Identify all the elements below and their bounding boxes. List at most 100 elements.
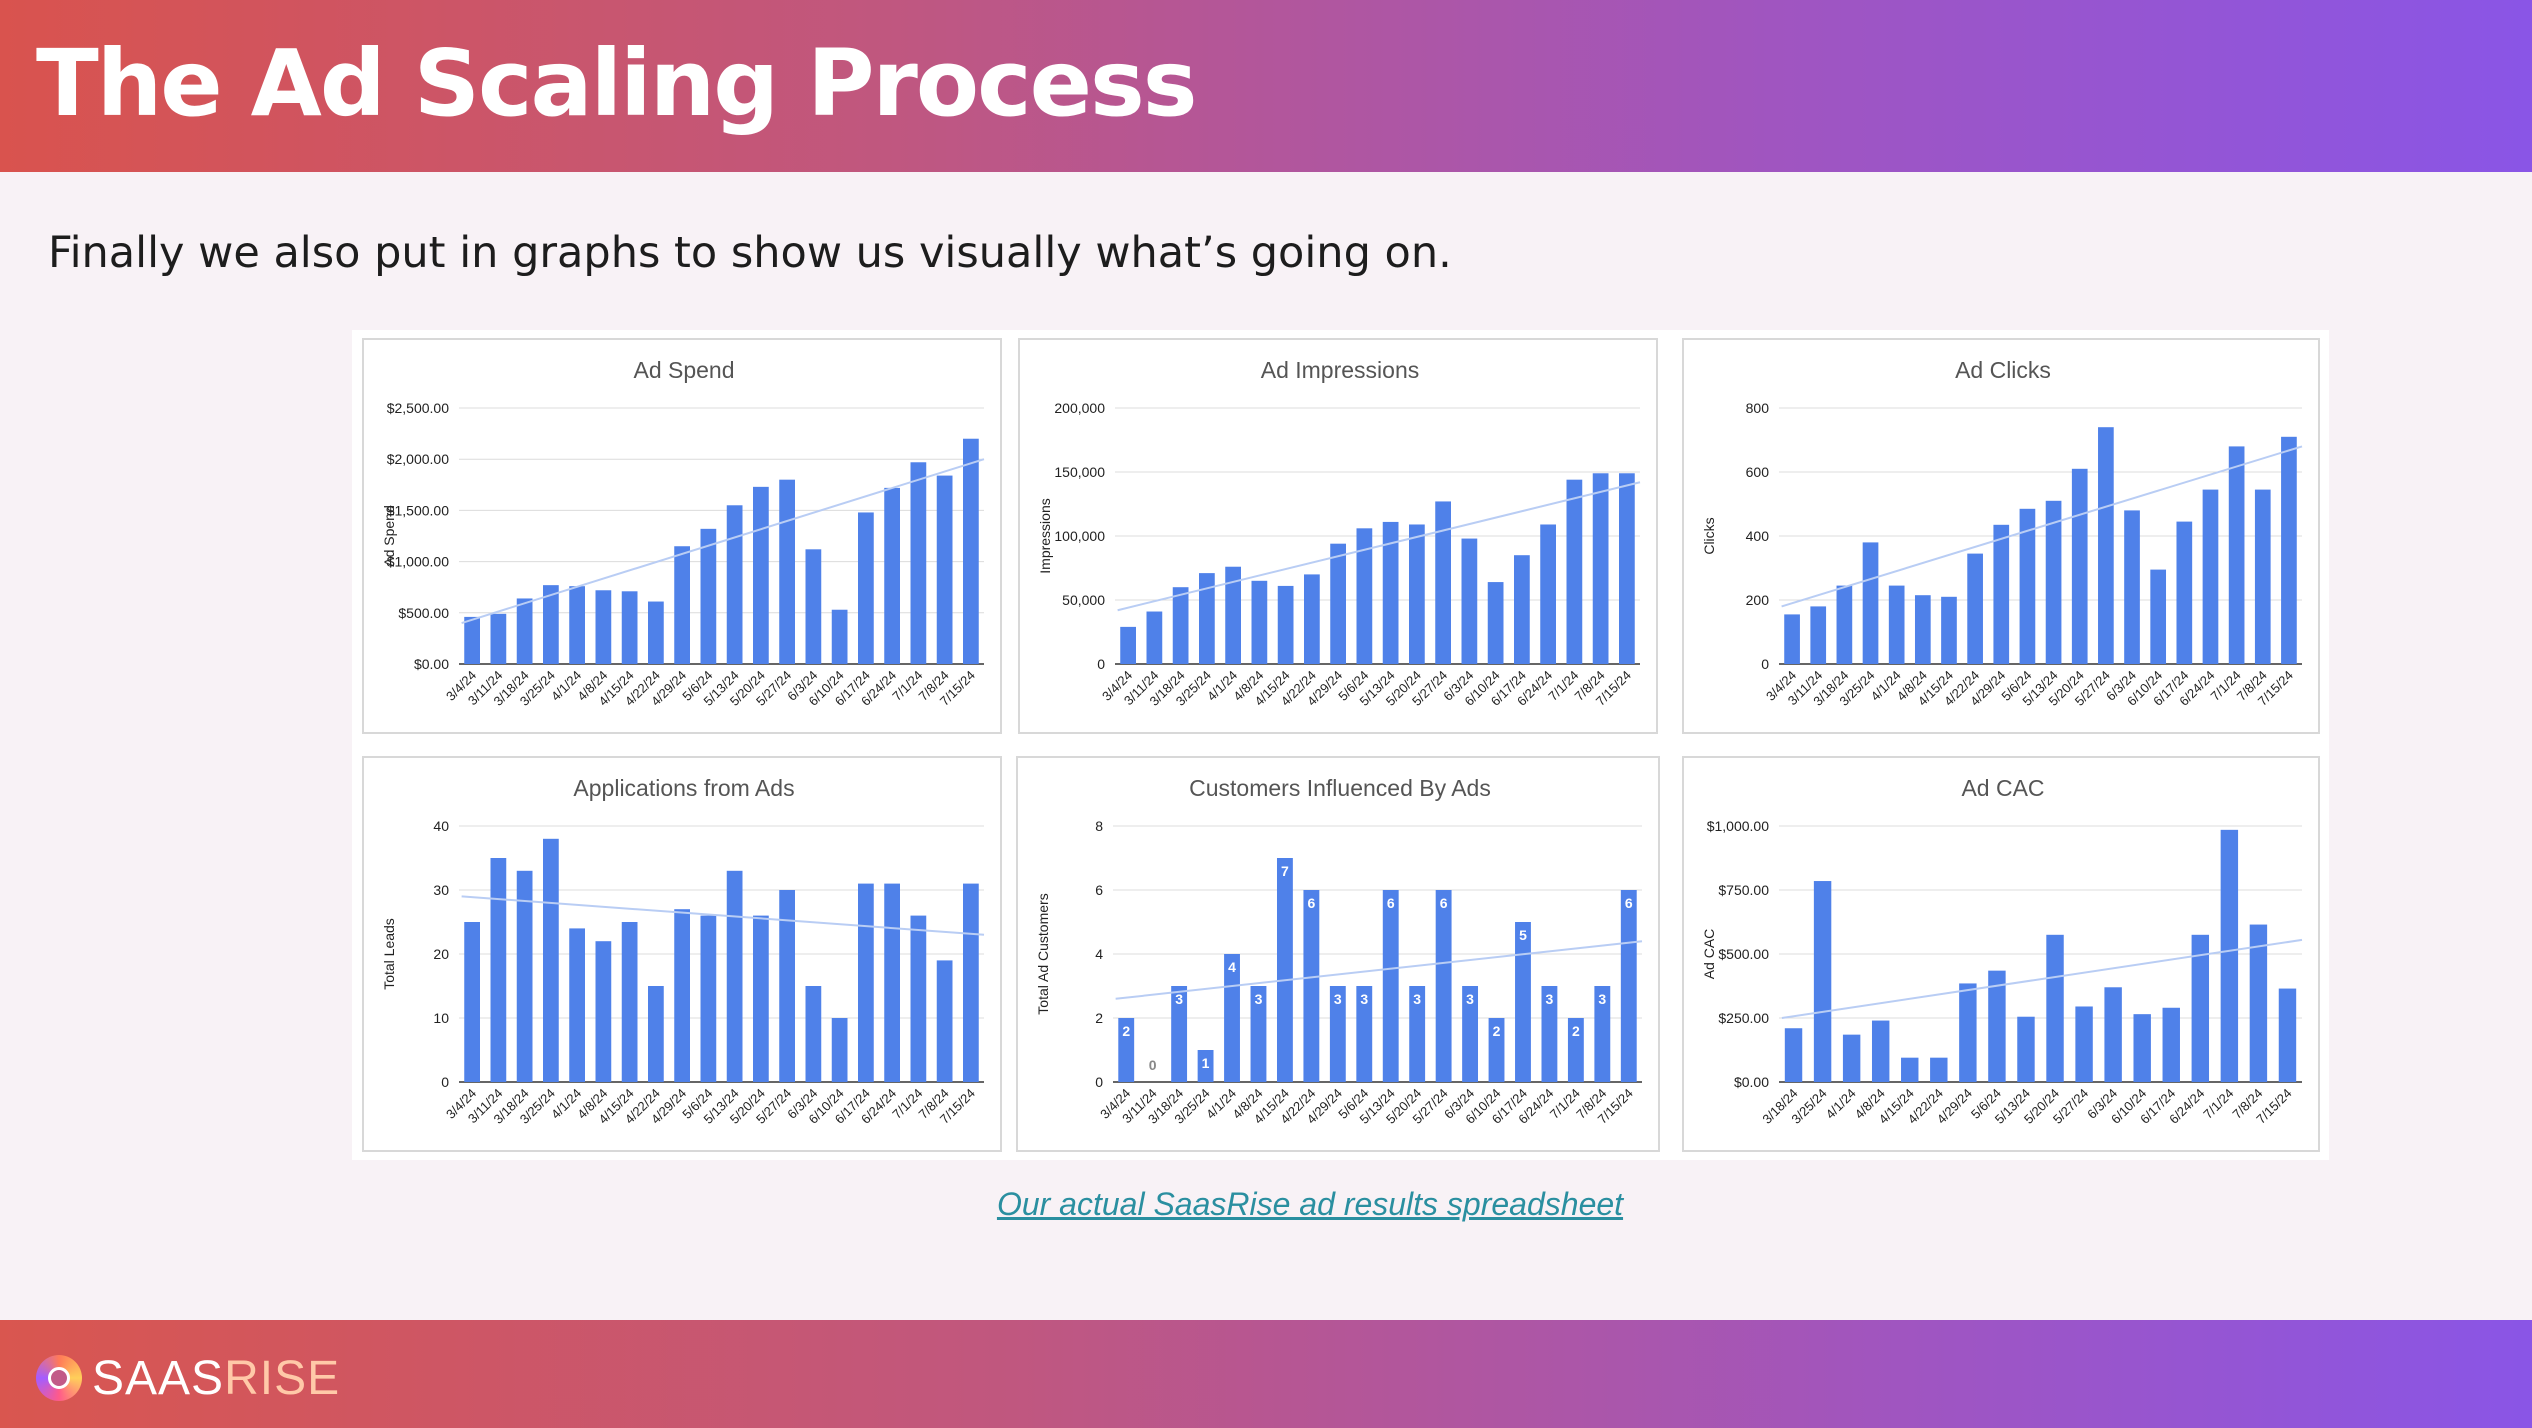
x-tick-label: 7/1/24 bbox=[2200, 1086, 2236, 1122]
chart-applications: Applications from Ads 0 10 20 30 40 Total Lead… bbox=[362, 756, 1002, 1152]
trend-line bbox=[1781, 445, 2303, 608]
y-tick-label: 200,000 bbox=[1054, 400, 1105, 416]
chart-title: Ad Impressions bbox=[1261, 357, 1420, 383]
bar bbox=[595, 590, 612, 664]
bar bbox=[726, 505, 743, 664]
bar bbox=[674, 546, 690, 664]
bar bbox=[1540, 524, 1556, 664]
bar bbox=[805, 549, 822, 664]
y-tick-label: 0 bbox=[1097, 656, 1105, 672]
bar bbox=[779, 890, 795, 1082]
bar bbox=[569, 928, 585, 1082]
bar bbox=[2254, 489, 2271, 664]
chart-applications-svg: Applications from Ads 0 10 20 30 40 Total Lead… bbox=[381, 775, 985, 1127]
data-label: 6 bbox=[1440, 895, 1448, 911]
bar bbox=[1409, 986, 1426, 1082]
spreadsheet-link[interactable]: Our actual SaasRise ad results spreadshe… bbox=[996, 1186, 1624, 1222]
bar bbox=[543, 585, 559, 664]
footer-banner bbox=[0, 1320, 2532, 1428]
chart-ad-impressions: Ad Impressions 0 50,000 100,000 150,000 200,0… bbox=[1018, 338, 1658, 734]
y-tick-label: 150,000 bbox=[1054, 464, 1105, 480]
bar bbox=[1304, 574, 1320, 664]
bar bbox=[726, 870, 743, 1082]
bar bbox=[2019, 508, 2036, 664]
x-tick-label: 4/1/24 bbox=[1823, 1086, 1859, 1122]
chart-customers-svg: Customers Influenced By Ads 0 2 4 6 8 Total Ad… bbox=[1035, 775, 1643, 1127]
y-tick-label: 800 bbox=[1746, 400, 1770, 416]
data-label: 3 bbox=[1360, 991, 1368, 1007]
bar bbox=[2150, 569, 2167, 664]
bar bbox=[1871, 1020, 1890, 1082]
bar bbox=[1784, 614, 1800, 664]
chart-title: Ad Spend bbox=[633, 357, 734, 383]
bar bbox=[1959, 983, 1977, 1082]
bar bbox=[2191, 934, 2210, 1082]
bar bbox=[1409, 524, 1425, 664]
bar bbox=[1620, 890, 1637, 1082]
y-tick-label: $500.00 bbox=[398, 605, 449, 621]
bar bbox=[2045, 500, 2062, 664]
bar bbox=[1199, 573, 1215, 664]
y-tick-label: $500.00 bbox=[1718, 946, 1769, 962]
trend-line bbox=[461, 895, 985, 936]
bar bbox=[648, 601, 664, 664]
bar bbox=[1836, 585, 1853, 664]
data-label: 2 bbox=[1572, 1023, 1580, 1039]
data-label: 3 bbox=[1175, 991, 1183, 1007]
bar bbox=[1250, 986, 1267, 1082]
data-label: 0 bbox=[1149, 1057, 1157, 1073]
bar bbox=[858, 883, 874, 1082]
logo-text-saas: SAAS bbox=[92, 1351, 225, 1405]
trend-line bbox=[461, 458, 985, 624]
data-label: 7 bbox=[1281, 863, 1289, 879]
data-label: 5 bbox=[1519, 927, 1527, 943]
bar bbox=[2124, 510, 2140, 664]
chart-ad-spend: Ad Spend $0.00 $500.00 $1,000.00 $1,500.00 $2… bbox=[362, 338, 1002, 734]
y-axis-label: Clicks bbox=[1701, 517, 1717, 554]
data-label: 3 bbox=[1413, 991, 1421, 1007]
data-label: 2 bbox=[1122, 1023, 1130, 1039]
bar bbox=[1515, 922, 1531, 1082]
bar bbox=[858, 512, 874, 664]
bar bbox=[464, 922, 480, 1082]
bar bbox=[1276, 858, 1293, 1082]
bar bbox=[1813, 881, 1832, 1082]
y-axis-label: Impressions bbox=[1037, 498, 1053, 573]
chart-title: Ad CAC bbox=[1961, 775, 2044, 801]
bar bbox=[1619, 473, 1635, 664]
y-tick-label: 0 bbox=[1761, 656, 1769, 672]
bar bbox=[1930, 1057, 1948, 1082]
bar bbox=[1120, 626, 1136, 664]
data-label: 3 bbox=[1598, 991, 1606, 1007]
logo-text: SAASRISE bbox=[92, 1351, 340, 1406]
bar bbox=[1862, 542, 1879, 664]
bar bbox=[2098, 427, 2114, 664]
chart-ad-impressions-svg: Ad Impressions 0 50,000 100,000 150,000 200,0… bbox=[1037, 357, 1641, 709]
data-label: 3 bbox=[1546, 991, 1554, 1007]
bar bbox=[1594, 986, 1611, 1082]
data-label: 4 bbox=[1228, 959, 1236, 975]
subtitle-text: Finally we also put in graphs to show us… bbox=[48, 228, 1452, 278]
bar bbox=[1382, 521, 1399, 664]
chart-ad-cac-svg: Ad CAC $0.00 $250.00 $500.00 $750.00 $1,000.0… bbox=[1701, 775, 2303, 1127]
bar bbox=[779, 479, 795, 664]
bar bbox=[2220, 829, 2239, 1082]
y-tick-label: 10 bbox=[433, 1010, 449, 1026]
bar bbox=[753, 486, 769, 664]
saasrise-logo: SAASRISE bbox=[36, 1350, 340, 1406]
y-tick-label: 0 bbox=[441, 1074, 449, 1090]
bar bbox=[1888, 585, 1905, 664]
bar bbox=[1382, 890, 1399, 1082]
bar bbox=[1435, 890, 1452, 1082]
bar bbox=[1967, 553, 1983, 664]
bar bbox=[516, 870, 533, 1082]
bar bbox=[543, 838, 559, 1082]
data-label: 3 bbox=[1255, 991, 1263, 1007]
bar bbox=[1303, 890, 1320, 1082]
bar bbox=[1941, 596, 1957, 664]
bar bbox=[700, 915, 717, 1082]
y-tick-label: $1,000.00 bbox=[1707, 818, 1769, 834]
bar bbox=[700, 528, 717, 664]
bar bbox=[1914, 595, 1931, 664]
bar bbox=[936, 475, 953, 664]
